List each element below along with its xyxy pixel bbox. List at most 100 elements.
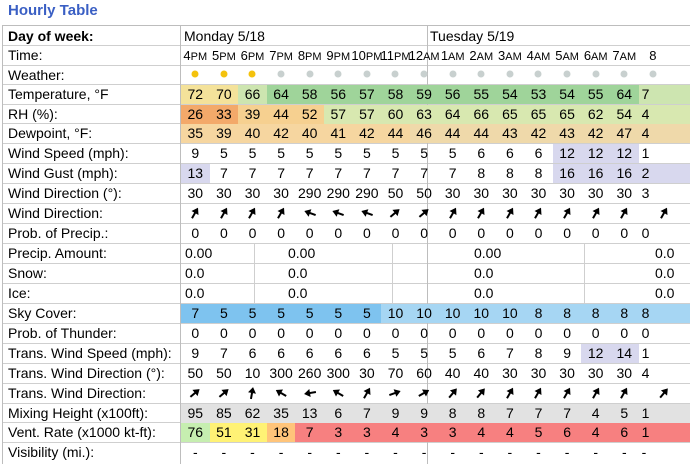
trans-wind-speed-cell: 5 <box>448 345 457 361</box>
rh-cell: 64 <box>438 105 467 124</box>
moon-icon <box>553 66 582 85</box>
time-hour: 2 <box>469 48 477 63</box>
table-top-border <box>2 25 690 26</box>
moon-icon <box>277 70 285 78</box>
vent-rate-cell: 6 <box>552 423 582 442</box>
page-title: Hourly Table <box>8 2 98 19</box>
wind-speed-cell: 5 <box>277 145 285 161</box>
dewpoint-cell: 42 <box>352 124 382 143</box>
trans-wind-speed-cell: 6 <box>362 345 371 361</box>
time-ampm: PM <box>305 51 322 63</box>
mixing-height-cell: 13 <box>295 404 324 423</box>
wind-dir-deg-cell: 3 <box>641 185 650 201</box>
sky-cover-cell: 10 <box>381 304 410 323</box>
wind-arrow-icon <box>534 207 542 219</box>
wind-dir-deg-cell: 30 <box>187 185 204 201</box>
wind-dir-deg-cell: 30 <box>244 185 261 201</box>
moon-icon <box>649 70 657 78</box>
trans-wind-dir-deg-cell: 70 <box>387 365 404 381</box>
prob-thunder-cell: 0 <box>277 325 285 341</box>
vent-rate-cell: 7 <box>295 423 324 442</box>
span-divider <box>392 244 393 304</box>
prob-precip-cell: 0 <box>391 225 400 241</box>
wind-dir-deg-cell: 30 <box>616 185 633 201</box>
wind-arrow-icon <box>418 389 430 397</box>
wind-gust-cell: 7 <box>277 165 285 181</box>
mixing-height-cell: 8 <box>438 404 467 423</box>
wind-dir-deg-cell: 30 <box>587 185 604 201</box>
time-hour: 8 <box>297 48 306 63</box>
mixing-height-cell: 1 <box>638 404 690 423</box>
moon-icon <box>363 70 371 78</box>
trans-wind-dir-deg-cell: 4 <box>641 365 650 381</box>
trans-wind-dir-deg-cell: 30 <box>587 365 604 381</box>
vent-rate-cell: 76 <box>181 423 210 442</box>
wind-arrow-icon <box>563 207 571 219</box>
visibility-cell: - <box>335 444 341 460</box>
dewpoint-cell: 40 <box>238 124 267 143</box>
dewpoint-cell: 4 <box>638 124 690 143</box>
visibility-cell: - <box>393 444 398 460</box>
wind-dir-deg-cell: 30 <box>273 185 289 201</box>
wind-direction-cell <box>353 204 382 223</box>
prob-precip-cell: 0 <box>334 225 343 241</box>
prob-precip-cell: 0 <box>305 225 314 241</box>
vent-rate-cell: 4 <box>581 423 610 442</box>
time-ampm: AM <box>619 51 637 63</box>
wind-direction-cell <box>639 204 690 223</box>
precip-amount-value: 0.00 <box>288 245 316 261</box>
wind-speed-cell: 9 <box>191 145 200 161</box>
row-divider <box>2 363 690 364</box>
row-label: Wind Direction (°): <box>8 185 122 201</box>
sun-icon <box>220 70 228 78</box>
wind-arrow-icon <box>190 389 200 398</box>
time-hour: 10 <box>351 48 366 63</box>
moon-icon <box>410 66 439 85</box>
row-divider <box>2 283 690 284</box>
trans-wind-speed-cell: 5 <box>420 345 428 361</box>
time-cell: 8PM <box>293 47 326 66</box>
wind-direction-cell <box>610 204 639 223</box>
rh-cell: 65 <box>552 105 582 124</box>
time-ampm: AM <box>476 51 494 63</box>
time-hour: 4 <box>526 48 534 63</box>
moon-icon <box>534 70 542 78</box>
dewpoint-cell: 47 <box>610 124 639 143</box>
row-label: Trans. Wind Direction: <box>8 385 146 401</box>
wind-gust-cell: 16 <box>581 164 610 183</box>
time-ampm: AM <box>562 51 579 63</box>
trans-wind-dir-deg-cell: 60 <box>416 365 432 381</box>
row-label: Ice: <box>8 285 31 301</box>
ice-value: 0.0 <box>288 285 308 301</box>
trans-wind-dir-deg-cell: 10 <box>244 365 261 381</box>
wind-speed-cell: 5 <box>391 145 400 161</box>
vent-rate-cell: 31 <box>238 423 267 442</box>
sky-cover-cell: 7 <box>181 304 210 323</box>
mixing-height-cell: 4 <box>581 404 610 423</box>
rh-cell: 57 <box>352 105 382 124</box>
wind-gust-cell: 7 <box>334 165 343 181</box>
temperature-cell: 72 <box>181 85 210 104</box>
prob-precip-cell: 0 <box>248 225 257 241</box>
rh-cell: 57 <box>324 105 353 124</box>
rh-cell: 54 <box>610 105 639 124</box>
span-divider <box>584 244 585 304</box>
temperature-cell: 54 <box>552 85 582 104</box>
mixing-height-cell: 7 <box>352 404 382 423</box>
moon-icon <box>581 66 610 85</box>
visibility-cell: - <box>478 444 484 460</box>
row-label: Wind Direction: <box>8 205 103 221</box>
prob-thunder-cell: 0 <box>305 325 314 341</box>
wind-direction-cell <box>524 204 553 223</box>
trans-wind-dir-deg-cell: 50 <box>187 365 204 381</box>
time-cell: 8 <box>637 47 670 66</box>
prob-thunder-cell: 0 <box>219 325 228 341</box>
mixing-height-cell: 85 <box>209 404 239 423</box>
trans-wind-speed-cell: 7 <box>505 345 514 361</box>
row-label: Time: <box>8 47 43 63</box>
temperature-cell: 53 <box>524 85 553 104</box>
sky-cover-cell: 10 <box>409 304 439 323</box>
rh-cell: 26 <box>181 105 210 124</box>
visibility-cell: - <box>250 444 255 460</box>
wind-direction-cell <box>295 384 324 403</box>
